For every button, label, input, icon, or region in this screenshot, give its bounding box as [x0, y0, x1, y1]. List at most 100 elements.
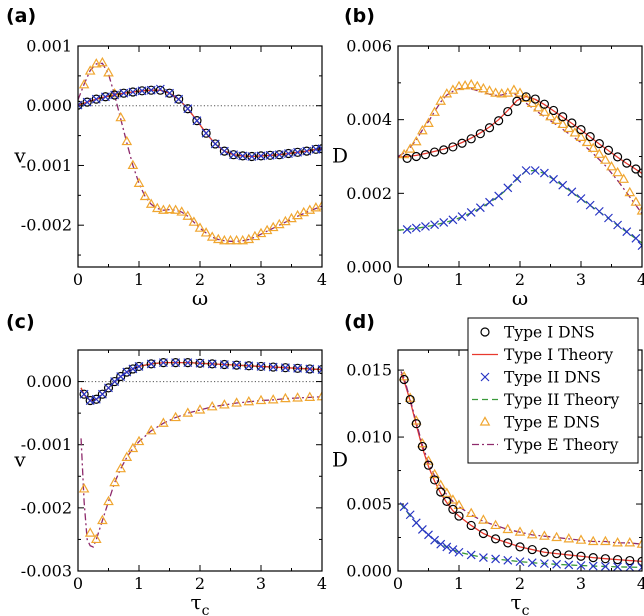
- data-point: [576, 561, 586, 570]
- data-point: [465, 78, 477, 89]
- data-point: [402, 153, 412, 163]
- data-point: [521, 166, 531, 175]
- y-tick-label: 0.015: [346, 361, 392, 380]
- series-type-ii-theory: [398, 169, 642, 244]
- data-point: [97, 514, 108, 525]
- series-type-ii-dns: [399, 502, 642, 571]
- data-point: [78, 100, 83, 110]
- data-point: [417, 124, 428, 135]
- data-point: [164, 203, 175, 214]
- data-point: [625, 562, 635, 571]
- y-tick-label: -0.001: [21, 435, 72, 454]
- data-point: [244, 361, 254, 371]
- legend-item-type-ii-dns: Type II DNS: [480, 369, 601, 387]
- data-point: [594, 206, 604, 216]
- series-line: [80, 396, 322, 548]
- legend-label: Type E DNS: [504, 414, 600, 432]
- data-point: [508, 84, 520, 94]
- legend-marker-swatch: [480, 327, 490, 337]
- data-point: [90, 58, 102, 68]
- data-point: [158, 358, 168, 368]
- data-point: [576, 194, 586, 203]
- data-point: [110, 377, 120, 386]
- data-point: [423, 117, 434, 127]
- x-tick-label: 1: [134, 574, 144, 593]
- data-point: [201, 128, 211, 138]
- x-tick-label: 0: [73, 574, 83, 593]
- legend-label: Type II DNS: [504, 369, 601, 387]
- data-point: [158, 358, 168, 368]
- data-point: [637, 168, 642, 178]
- data-point: [399, 374, 409, 385]
- data-point: [421, 222, 430, 231]
- data-point: [293, 147, 303, 157]
- data-point: [545, 110, 556, 121]
- x-tick-label: 0: [393, 270, 403, 289]
- y-tick-label: 0.000: [26, 96, 72, 115]
- data-point: [567, 187, 577, 197]
- data-point: [91, 94, 101, 104]
- x-tick-label: 1: [454, 574, 464, 593]
- series-type-i-dns: [402, 92, 642, 178]
- data-point: [265, 150, 275, 160]
- data-point: [405, 510, 415, 520]
- data-point: [539, 106, 550, 116]
- data-point: [194, 404, 206, 414]
- y-tick-label: -0.002: [21, 216, 72, 235]
- panel-label: (c): [6, 311, 35, 333]
- data-point: [183, 104, 193, 114]
- y-tick-label: 0.004: [346, 110, 392, 129]
- data-point: [256, 361, 266, 372]
- legend-label: Type I DNS: [504, 324, 595, 342]
- data-point: [539, 547, 550, 557]
- data-point: [612, 555, 623, 565]
- plot-area: [78, 358, 322, 548]
- panel--d: (d) 0 1 2 3 4 0.000 0.005 0.010 0.015 τc D: [332, 311, 644, 616]
- data-point: [576, 551, 586, 561]
- data-point: [103, 67, 114, 77]
- legend-box: [467, 317, 639, 464]
- x-tick-label: 3: [256, 270, 266, 289]
- data-point: [103, 495, 114, 506]
- data-point: [399, 502, 409, 512]
- data-point: [304, 391, 316, 401]
- legend-item-type-i-theory: Type I Theory: [472, 346, 613, 364]
- x-tick-label: 4: [637, 270, 644, 289]
- data-point: [284, 149, 293, 158]
- data-point: [484, 123, 495, 133]
- data-point: [219, 146, 229, 156]
- data-point: [430, 220, 440, 230]
- data-point: [137, 86, 147, 96]
- data-point: [139, 190, 151, 201]
- data-point: [231, 234, 242, 245]
- x-tick-label: 2: [515, 270, 525, 289]
- data-point: [624, 537, 636, 547]
- data-point: [612, 537, 623, 547]
- data-point: [600, 554, 611, 564]
- series-type-e-theory: [80, 396, 322, 548]
- data-point: [317, 144, 322, 154]
- data-point: [552, 559, 562, 569]
- data-point: [170, 204, 181, 214]
- data-point: [567, 118, 577, 128]
- data-point: [207, 359, 217, 369]
- data-point: [475, 129, 485, 139]
- data-point: [549, 174, 558, 184]
- series-type-e-dns: [78, 390, 322, 544]
- data-point: [600, 154, 611, 164]
- data-point: [624, 186, 636, 197]
- x-axis-label: ω: [192, 286, 208, 310]
- data-point: [466, 134, 476, 144]
- data-point: [475, 203, 485, 213]
- data-point: [84, 527, 96, 537]
- data-point: [622, 227, 632, 237]
- data-point: [411, 419, 421, 429]
- data-point: [151, 202, 163, 213]
- data-point: [563, 122, 575, 133]
- data-point: [588, 561, 598, 571]
- data-point: [188, 216, 200, 226]
- panel-label: (a): [6, 5, 36, 27]
- data-point: [430, 535, 440, 545]
- data-point: [79, 389, 89, 399]
- data-point: [448, 504, 458, 514]
